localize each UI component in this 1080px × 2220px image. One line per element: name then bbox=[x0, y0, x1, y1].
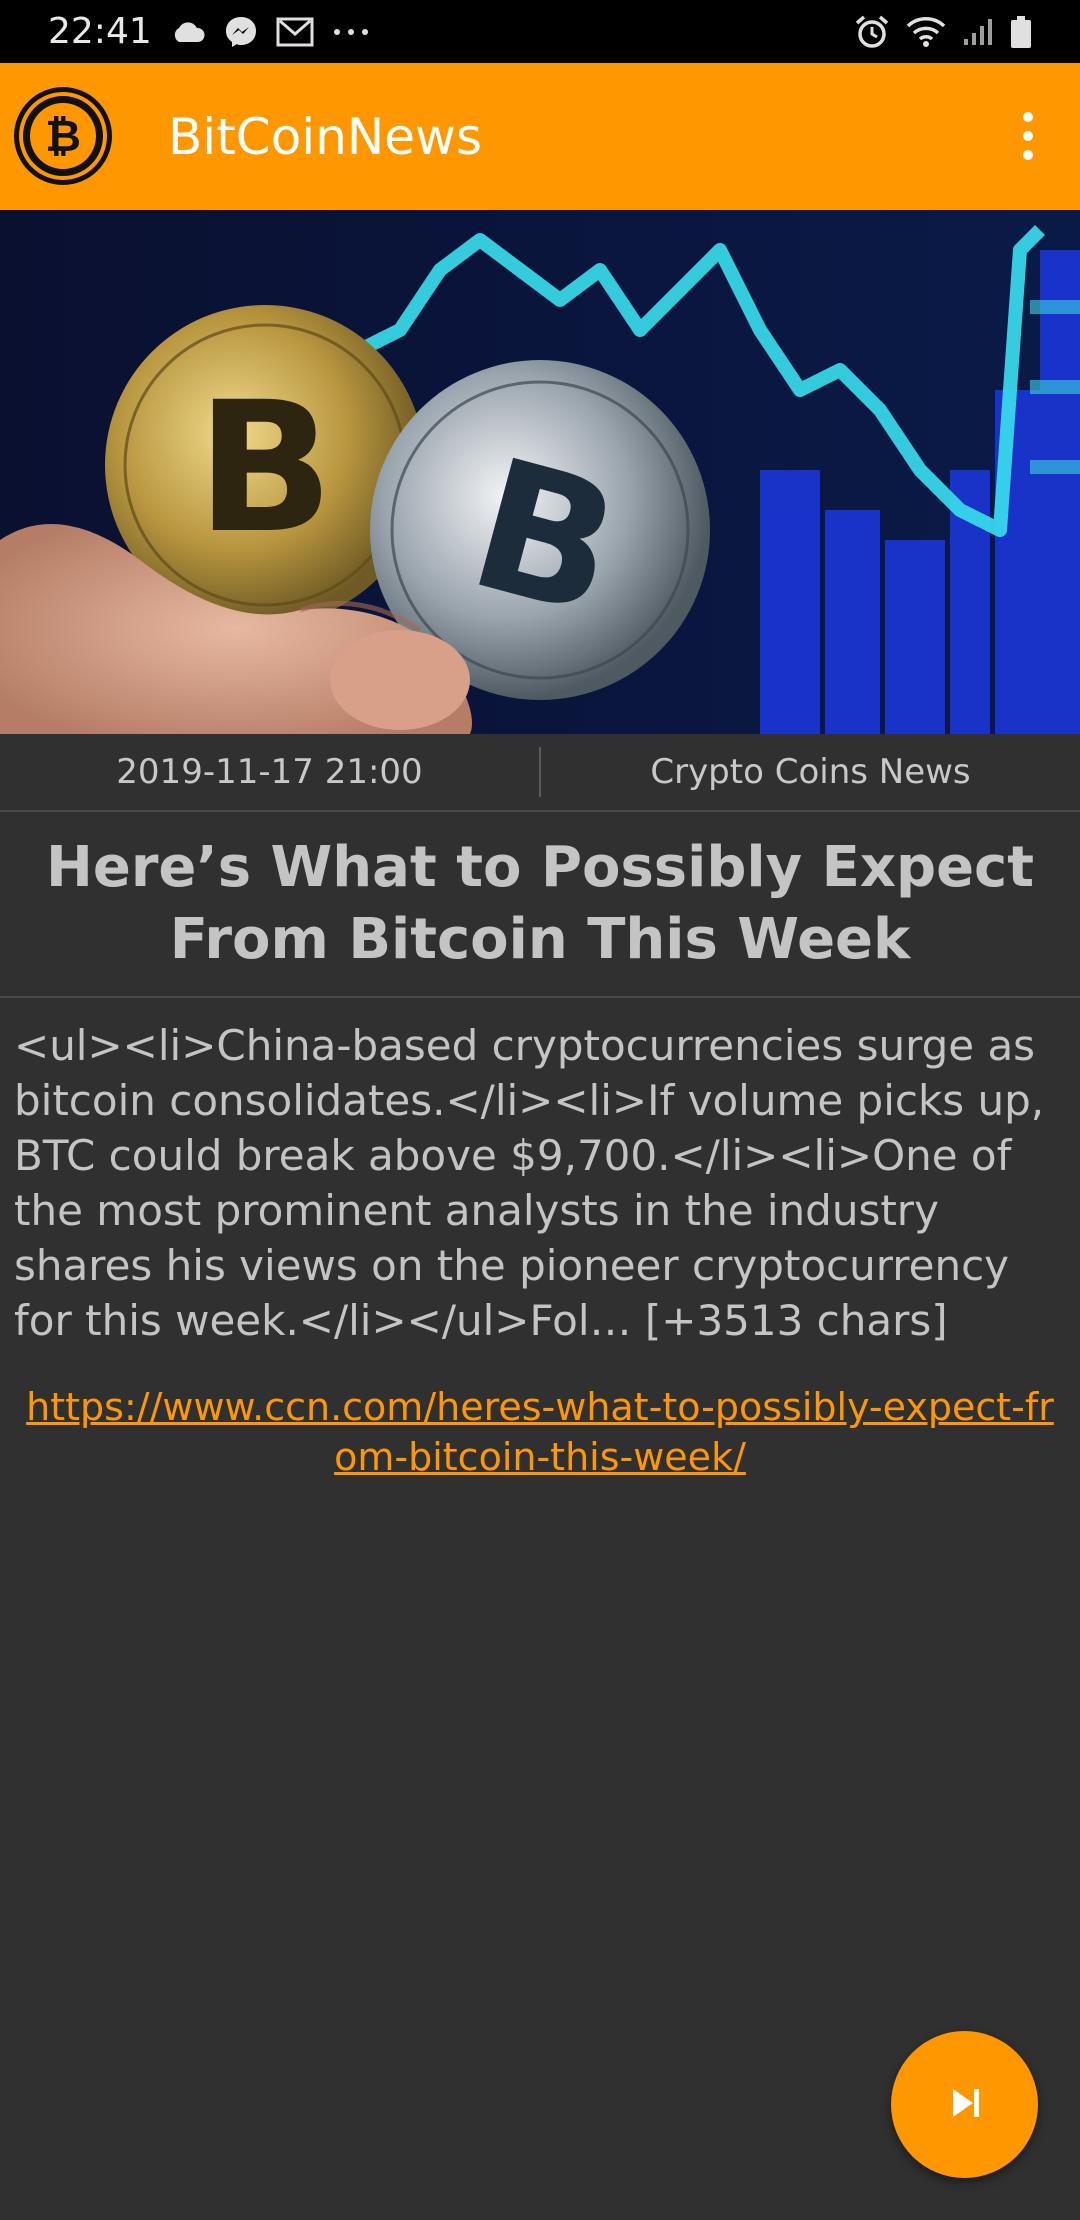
status-left: 22:41 bbox=[48, 11, 370, 52]
article-body: <ul><li>China-based cryptocurrencies sur… bbox=[14, 1021, 1045, 1345]
cloud-icon bbox=[170, 20, 206, 44]
article-date: 2019-11-17 21:00 bbox=[116, 752, 423, 792]
article-title: Here’s What to Possibly Expect From Bitc… bbox=[0, 812, 1080, 998]
overflow-menu-icon[interactable] bbox=[998, 106, 1058, 166]
app-bar: ₿ BitCoinNews bbox=[0, 63, 1080, 210]
svg-text:₿: ₿ bbox=[45, 111, 81, 162]
svg-text:B: B bbox=[196, 364, 333, 573]
signal-icon bbox=[962, 17, 994, 47]
article-link[interactable]: https://www.ccn.com/heres-what-to-possib… bbox=[26, 1385, 1054, 1479]
next-article-button[interactable] bbox=[891, 2031, 1038, 2178]
article-meta-row: 2019-11-17 21:00 Crypto Coins News bbox=[0, 734, 1080, 812]
article-hero-image: B B bbox=[0, 210, 1080, 734]
gmail-icon bbox=[276, 17, 314, 47]
wifi-icon bbox=[906, 16, 946, 48]
app-title: BitCoinNews bbox=[168, 107, 482, 166]
battery-icon bbox=[1010, 15, 1032, 49]
status-bar: 22:41 bbox=[0, 0, 1080, 63]
meta-divider bbox=[539, 747, 541, 797]
bitcoin-logo-icon: ₿ bbox=[12, 85, 114, 187]
more-dots-icon bbox=[332, 27, 370, 37]
alarm-icon bbox=[854, 14, 890, 50]
messenger-icon bbox=[224, 15, 258, 49]
status-right bbox=[854, 14, 1032, 50]
status-time: 22:41 bbox=[48, 11, 152, 52]
skip-next-icon bbox=[945, 2083, 985, 2127]
article-source: Crypto Coins News bbox=[650, 752, 971, 792]
